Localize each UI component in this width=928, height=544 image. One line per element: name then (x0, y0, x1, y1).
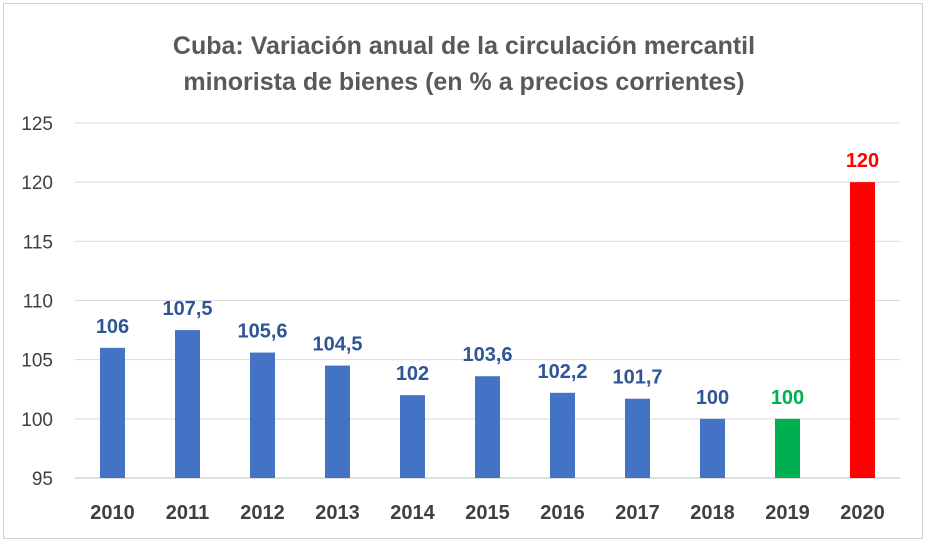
y-tick-label: 100 (21, 410, 53, 431)
bar-2011 (175, 330, 200, 478)
data-label-2012: 105,6 (237, 321, 287, 343)
chart-frame (3, 3, 923, 539)
x-tick-label-2019: 2019 (765, 502, 810, 524)
data-label-2013: 104,5 (312, 334, 362, 356)
x-tick-label-2011: 2011 (166, 502, 209, 524)
bar-2017 (625, 398, 650, 478)
chart-title-line-2: minorista de bienes (en % a precios corr… (183, 68, 745, 96)
bar-2012 (250, 352, 275, 478)
data-label-2011: 107,5 (162, 298, 212, 320)
data-label-2016: 102,2 (537, 361, 587, 383)
x-tick-label-2010: 2010 (90, 502, 135, 524)
y-tick-label: 95 (32, 469, 53, 490)
y-tick-label: 105 (21, 351, 53, 372)
chart-title: Cuba: Variación anual de la circulación … (0, 28, 928, 100)
data-label-2018: 100 (696, 387, 729, 409)
bar-2018 (700, 418, 725, 478)
bar-2013 (325, 365, 350, 478)
data-label-2014: 102 (396, 363, 429, 385)
x-tick-label-2012: 2012 (240, 502, 285, 524)
x-tick-label-2015: 2015 (465, 502, 510, 524)
bar-2015 (475, 376, 500, 478)
x-tick-label-2017: 2017 (615, 502, 660, 524)
y-tick-label: 115 (23, 232, 53, 253)
x-tick-label-2016: 2016 (540, 502, 585, 524)
data-label-2017: 101,7 (612, 367, 662, 389)
bar-2014 (400, 395, 425, 478)
data-label-2010: 106 (96, 316, 129, 338)
x-tick-label-2020: 2020 (840, 502, 885, 524)
bar-2020 (850, 182, 875, 478)
bar-2019 (775, 418, 800, 478)
x-tick-label-2014: 2014 (390, 502, 435, 524)
y-tick-label: 125 (21, 114, 53, 135)
chart-title-line-1: Cuba: Variación anual de la circulación … (172, 32, 756, 60)
bar-2010 (100, 347, 125, 478)
data-label-2015: 103,6 (462, 344, 512, 366)
y-tick-label: 120 (21, 173, 53, 194)
x-tick-label-2013: 2013 (315, 502, 360, 524)
x-tick-label-2018: 2018 (690, 502, 735, 524)
data-label-2019: 100 (771, 387, 804, 409)
y-tick-label: 110 (23, 292, 53, 313)
data-label-2020: 120 (846, 150, 879, 172)
bar-2016 (550, 392, 575, 478)
